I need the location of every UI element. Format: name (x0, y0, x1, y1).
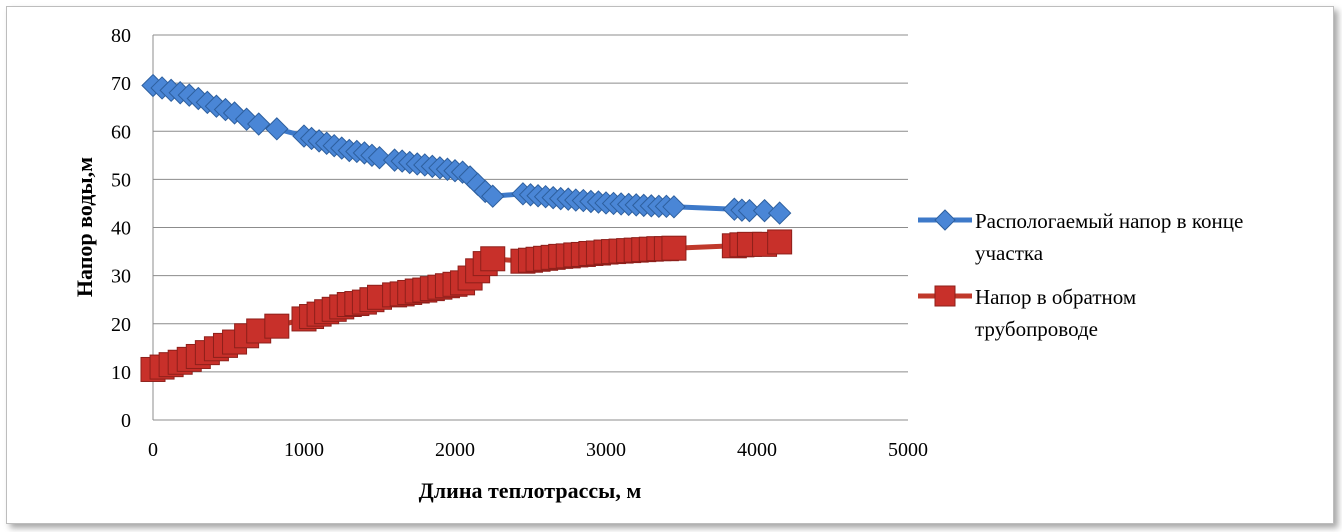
tick-labels: 0 10 20 30 40 50 60 70 80 0 1000 2000 3000 4000 5000 (111, 25, 928, 461)
x-axis-title: Длина теплотрассы, м (419, 478, 642, 503)
data-point-square (767, 229, 793, 255)
legend-item-available-head: Распологаемый напор в конце участка (918, 209, 1243, 265)
legend-item-return-head: Напор в обратном трубопроводе (918, 285, 1136, 341)
data-point-diamond (222, 101, 247, 125)
legend-label-available-head-line2: участка (975, 241, 1044, 265)
y-tick-label: 20 (111, 314, 131, 336)
y-tick-label: 80 (111, 25, 131, 47)
data-point-diamond (234, 107, 259, 131)
data-point-diamond (481, 184, 505, 208)
legend-marker-square (934, 285, 956, 307)
x-tick-label: 4000 (737, 439, 777, 461)
legend-label-available-head: Распологаемый напор в конце (975, 209, 1243, 233)
legend-label-return-head: Напор в обратном (975, 285, 1136, 309)
x-tick-label: 0 (148, 439, 158, 461)
legend-label-return-head-line2: трубопроводе (975, 317, 1098, 341)
x-tick-label: 5000 (888, 439, 928, 461)
y-tick-label: 0 (121, 410, 131, 432)
x-tick-label: 2000 (435, 439, 475, 461)
data-point-square (661, 235, 687, 261)
legend: Распологаемый напор в конце участка Напо… (918, 209, 1243, 341)
data-point-diamond (246, 112, 271, 136)
chart-frame (6, 6, 1334, 524)
y-tick-label: 40 (111, 218, 131, 240)
y-tick-label: 70 (111, 73, 131, 95)
data-point-diamond (265, 117, 289, 141)
series-layer (140, 73, 793, 382)
series-2 (140, 229, 793, 382)
x-tick-label: 3000 (586, 439, 626, 461)
data-point-square (264, 313, 290, 339)
y-tick-label: 10 (111, 362, 131, 384)
y-tick-label: 50 (111, 169, 131, 191)
data-point-diamond (367, 146, 392, 170)
data-point-diamond (767, 201, 792, 225)
data-point-diamond (662, 195, 686, 219)
data-point-square (480, 246, 506, 272)
y-axis-title: Напор воды,м (72, 157, 97, 297)
series-1 (141, 73, 792, 225)
legend-marker-diamond (934, 209, 956, 231)
y-tick-label: 30 (111, 266, 131, 288)
x-tick-label: 1000 (284, 439, 324, 461)
series-line (152, 83, 781, 216)
data-point-diamond (752, 198, 777, 223)
y-tick-label: 60 (111, 121, 131, 143)
